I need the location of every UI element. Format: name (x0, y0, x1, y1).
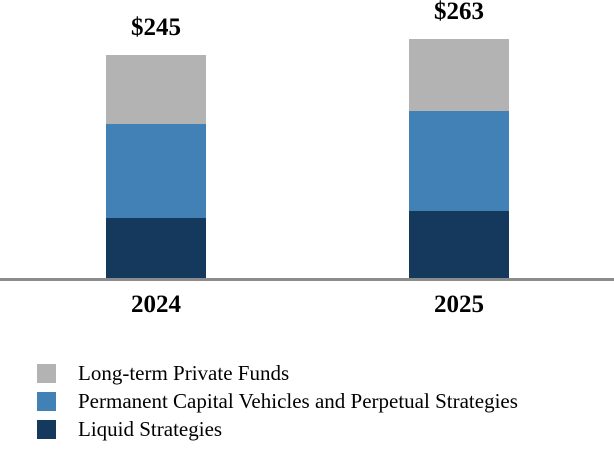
legend-item-liquid-strategies: Liquid Strategies (37, 415, 518, 443)
legend-item-long-term-private-funds: Long-term Private Funds (37, 359, 518, 387)
bar-2024: $245 (106, 14, 206, 278)
x-axis-labels: 2024 2025 (0, 291, 614, 321)
legend-label: Permanent Capital Vehicles and Perpetual… (78, 388, 518, 413)
segment-2025-liquid-strategies (409, 211, 509, 278)
legend-label: Liquid Strategies (78, 416, 223, 441)
legend-label: Long-term Private Funds (78, 360, 290, 385)
legend-item-permanent-capital-vehicles: Permanent Capital Vehicles and Perpetual… (37, 387, 518, 415)
segment-2025-permanent-capital-vehicles (409, 111, 509, 211)
legend-swatch-blue (37, 391, 56, 411)
bar-stack-2024 (106, 55, 206, 278)
bar-2025: $263 (409, 0, 509, 278)
x-axis-line (0, 278, 614, 281)
bar-total-label-2025: $263 (434, 0, 484, 25)
plot-area: $245 $263 (0, 0, 614, 281)
segment-2024-permanent-capital-vehicles (106, 124, 206, 218)
legend-swatch-navy (37, 419, 56, 439)
x-axis-label-2024: 2024 (131, 291, 181, 318)
segment-2024-liquid-strategies (106, 218, 206, 278)
segment-2025-long-term-private-funds (409, 39, 509, 111)
segment-2024-long-term-private-funds (106, 55, 206, 124)
bar-total-label-2024: $245 (131, 14, 181, 41)
legend: Long-term Private Funds Permanent Capita… (37, 359, 518, 443)
bar-stack-2025 (409, 39, 509, 278)
x-axis-label-2025: 2025 (434, 291, 484, 318)
legend-swatch-gray (37, 363, 56, 383)
